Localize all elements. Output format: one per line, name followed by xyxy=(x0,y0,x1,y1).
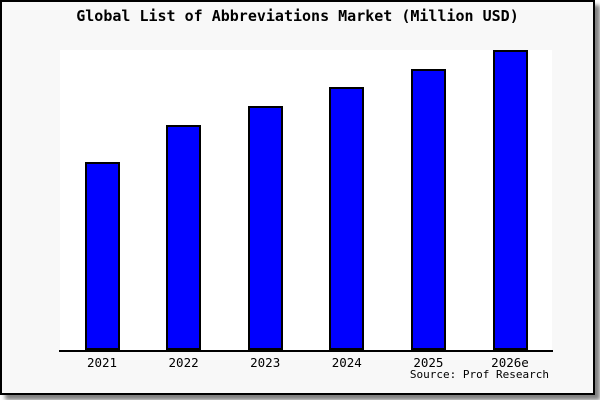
x-tick-2021: 2021 xyxy=(86,355,118,370)
bar-2021 xyxy=(84,162,120,350)
x-tick-2025: 2025 xyxy=(413,355,444,370)
chart-window: Global List of Abbreviations Market (Mil… xyxy=(0,0,595,395)
bar-2023 xyxy=(247,106,283,350)
bar-2025 xyxy=(410,69,446,350)
x-tick-2022: 2022 xyxy=(168,355,199,370)
x-axis-line xyxy=(59,350,553,352)
x-tick-2024: 2024 xyxy=(331,355,362,370)
chart-title: Global List of Abbreviations Market (Mil… xyxy=(76,7,519,25)
bar-2024 xyxy=(329,87,365,350)
source-credit: Source: Prof Research xyxy=(409,368,549,381)
x-tick-2023: 2023 xyxy=(250,355,281,370)
bar-2022 xyxy=(166,125,202,350)
bar-2026e xyxy=(492,50,528,350)
plot-area xyxy=(60,50,552,350)
x-tick-2026e: 2026e xyxy=(491,355,529,370)
